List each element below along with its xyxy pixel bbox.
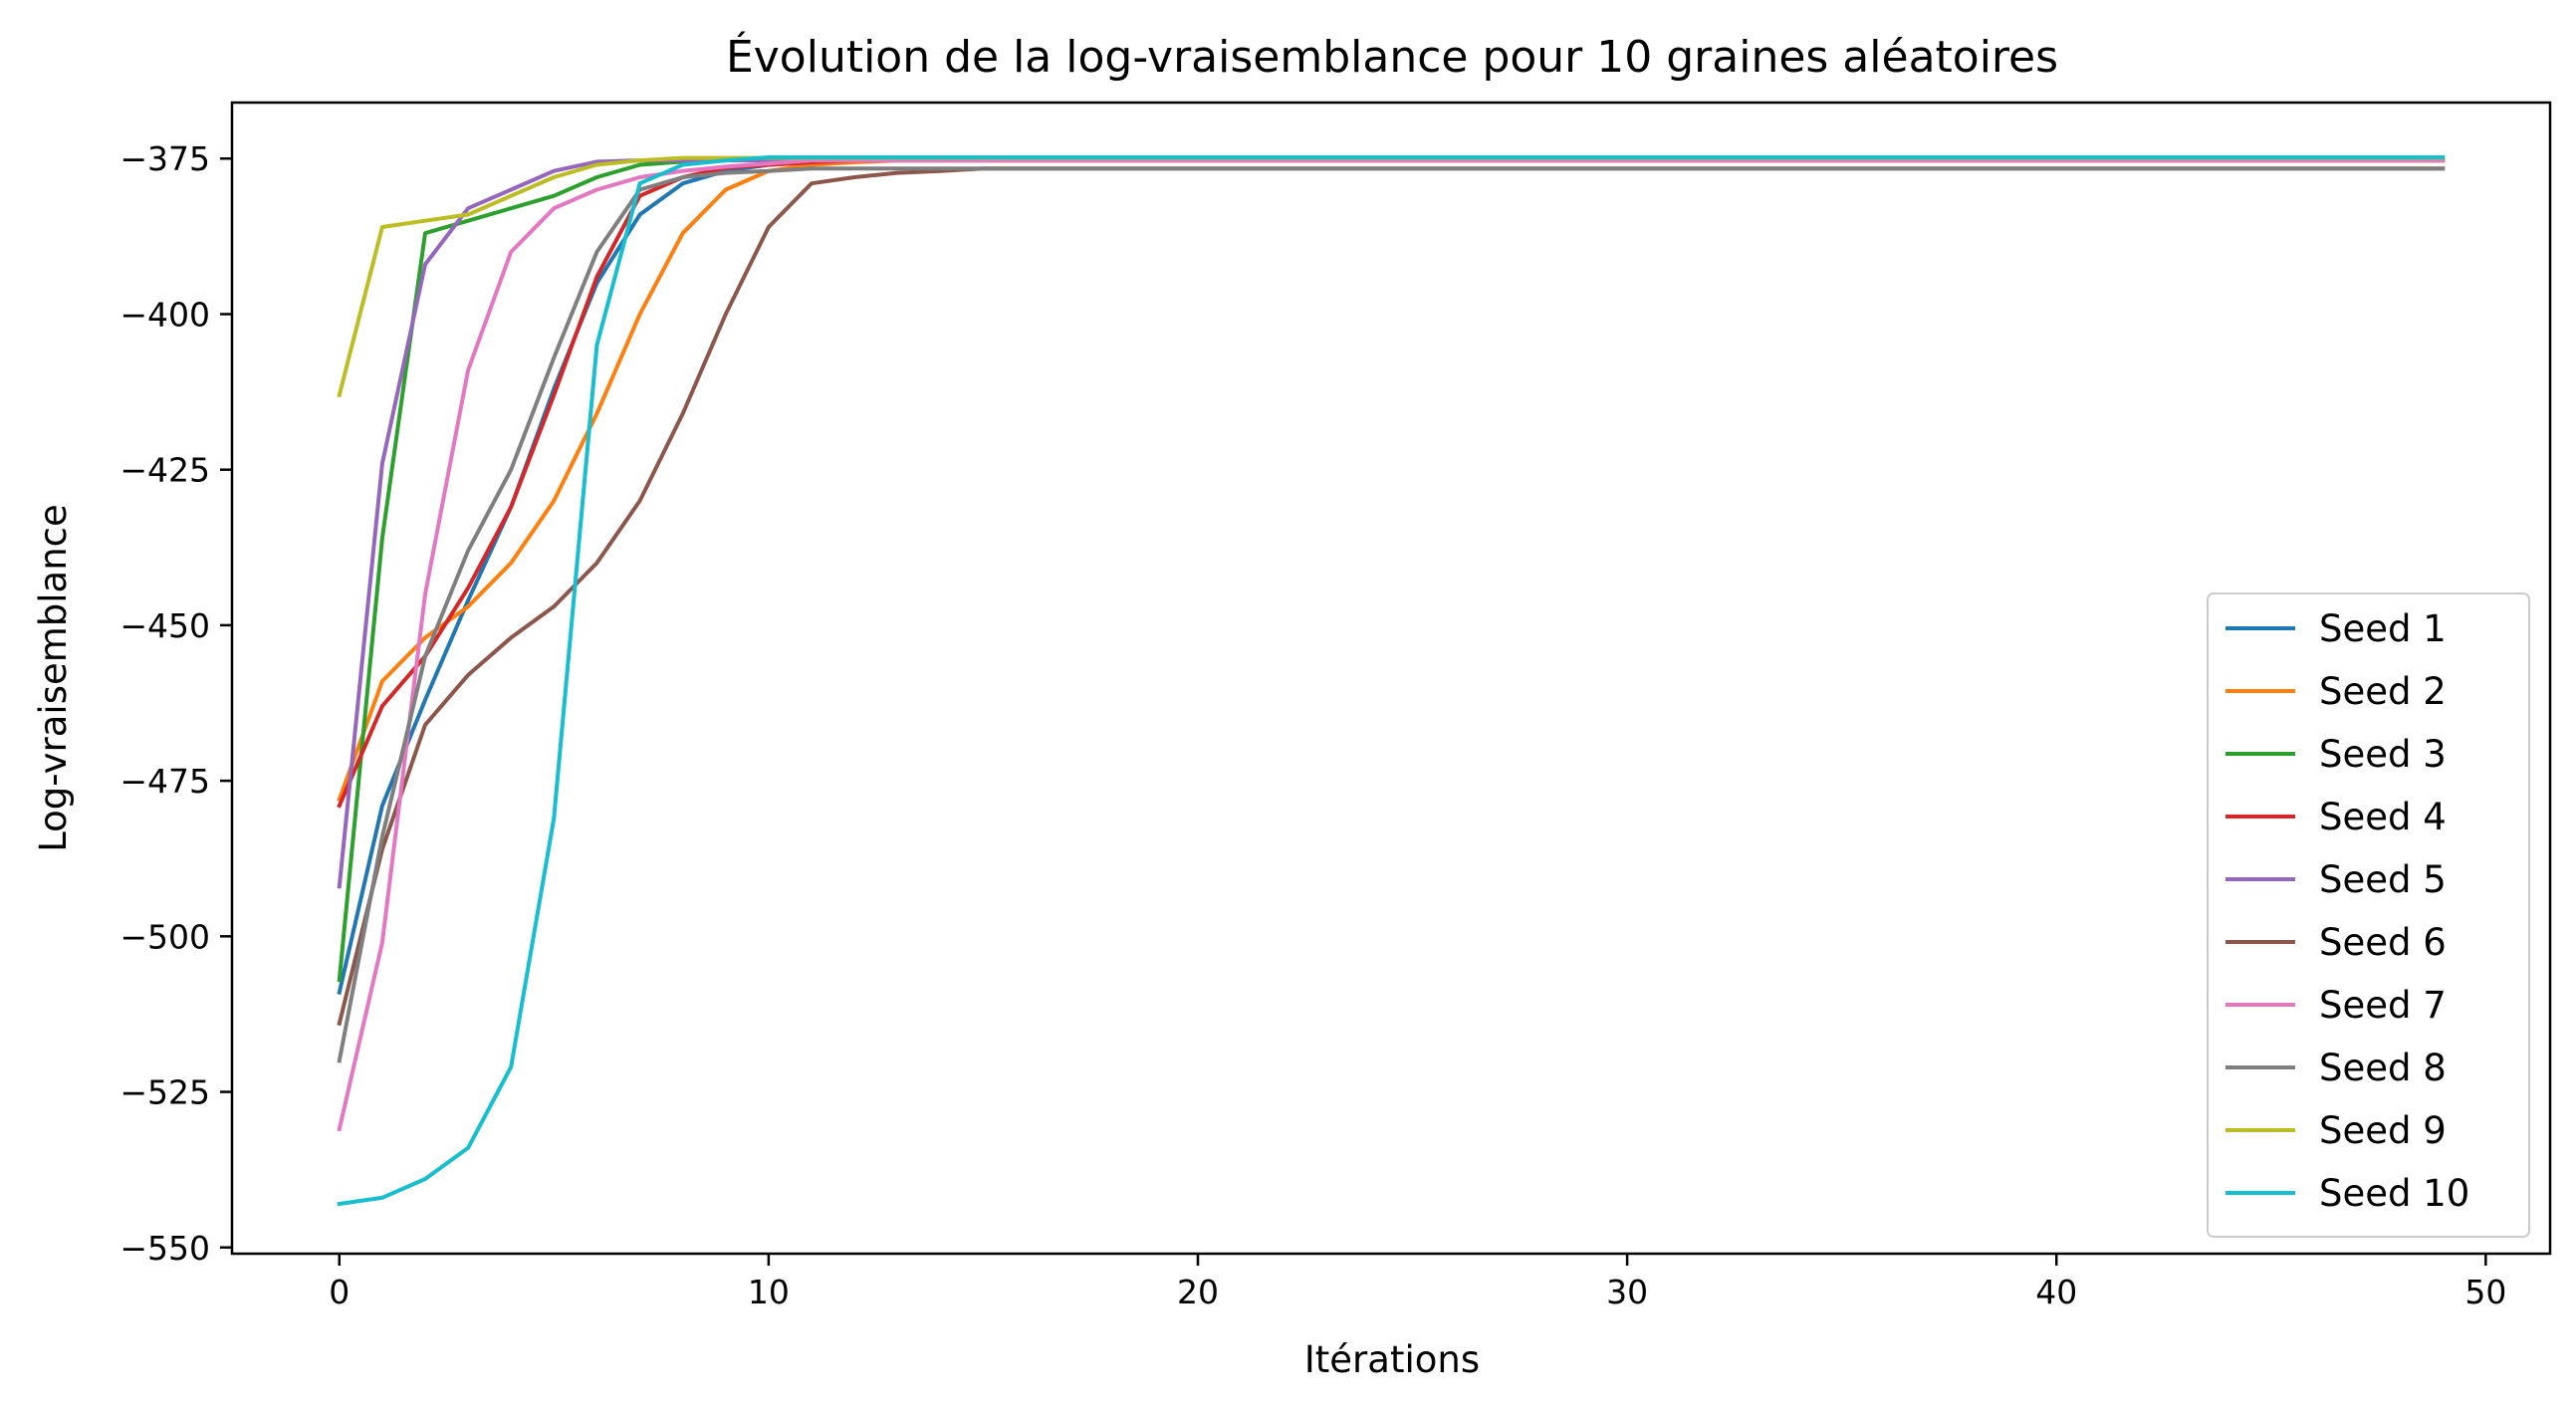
chart-title: Évolution de la log-vraisemblance pour 1… (726, 30, 2058, 83)
legend-label-seed-6: Seed 6 (2319, 921, 2447, 964)
legend-label-seed-7: Seed 7 (2319, 984, 2447, 1027)
y-tick-label: −400 (119, 295, 210, 334)
legend: Seed 1 Seed 2 Seed 3 Seed 4 Seed 5 Seed 6 Seed… (2207, 592, 2530, 1238)
x-tick-label: 40 (2035, 1273, 2077, 1311)
series-line-seed-8 (337, 166, 2446, 1063)
y-tick-label: −550 (119, 1229, 210, 1268)
plot-area-frame (230, 101, 2552, 1256)
x-tick-label: 20 (1177, 1273, 1219, 1311)
y-tick-label: −475 (119, 762, 210, 801)
x-tick-label: 30 (1606, 1273, 1648, 1311)
legend-label-seed-5: Seed 5 (2319, 858, 2447, 901)
y-tick-label: −375 (119, 139, 210, 178)
y-tick-label: −425 (119, 451, 210, 490)
legend-label-seed-9: Seed 9 (2319, 1109, 2447, 1152)
series-layer (337, 155, 2446, 1207)
series-line-seed-10 (337, 155, 2446, 1207)
x-tick-label: 10 (748, 1273, 790, 1311)
x-axis-label: Itérations (1304, 1338, 1480, 1381)
legend-label-seed-3: Seed 3 (2319, 733, 2447, 776)
legend-label-seed-10: Seed 10 (2319, 1172, 2469, 1215)
y-axis-label: Log-vraisemblance (32, 504, 75, 852)
x-axis: 0 10 20 30 40 50 (329, 1254, 2506, 1311)
x-tick-label: 0 (329, 1273, 350, 1311)
y-tick-label: −500 (119, 917, 210, 956)
y-axis: −375 −400 −425 −450 −475 −500 −525 −550 (119, 139, 232, 1268)
y-tick-label: −450 (119, 606, 210, 645)
legend-label-seed-1: Seed 1 (2319, 607, 2447, 650)
legend-label-seed-8: Seed 8 (2319, 1047, 2447, 1089)
legend-label-seed-2: Seed 2 (2319, 670, 2447, 713)
x-tick-label: 50 (2464, 1273, 2506, 1311)
y-tick-label: −525 (119, 1073, 210, 1112)
legend-label-seed-4: Seed 4 (2319, 796, 2447, 838)
series-line-seed-7 (337, 158, 2446, 1132)
